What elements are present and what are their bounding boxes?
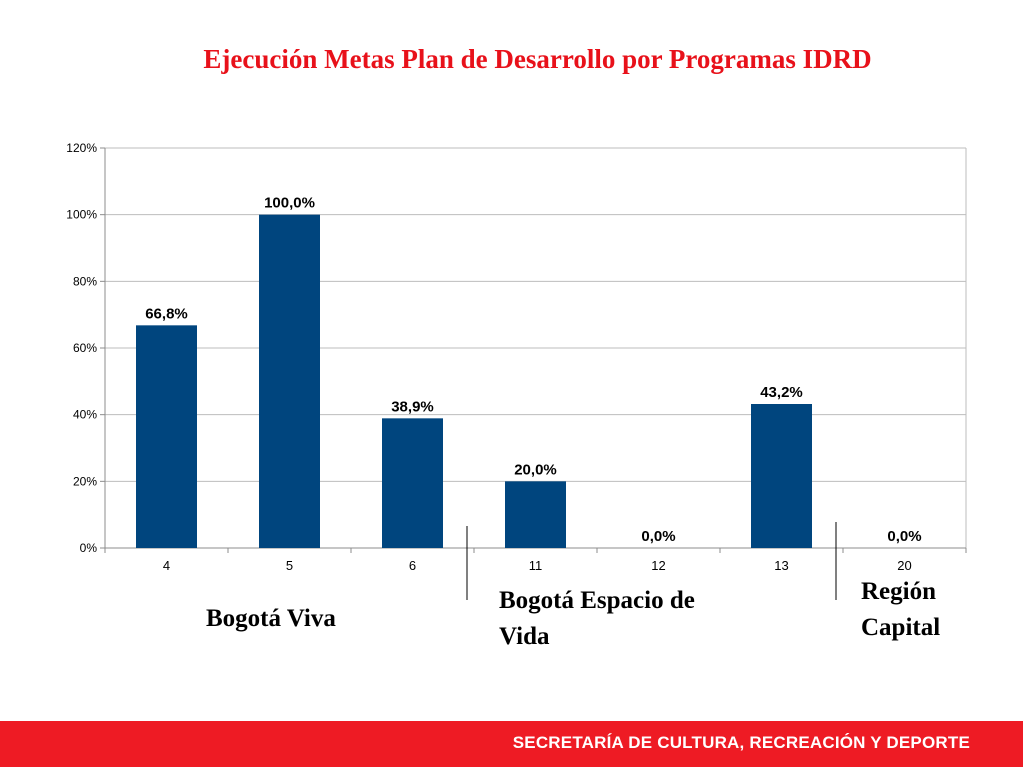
y-tick-label: 60% bbox=[73, 341, 97, 355]
y-tick-label: 80% bbox=[73, 274, 97, 288]
data-label-6: 38,9% bbox=[391, 398, 434, 415]
bar-chart: 0% 20% 40% 60% 80% 100% 120% 4 5 6 11 12 13 20 66,8% 1… bbox=[66, 141, 967, 600]
bar-11 bbox=[505, 481, 566, 548]
group-label-bogota-espacio-de-vida: Bogotá Espacio de Vida bbox=[499, 583, 695, 655]
x-tick-label-6: 6 bbox=[409, 558, 416, 573]
group-label-bogota-viva: Bogotá Viva bbox=[206, 605, 336, 632]
x-tick-label-20: 20 bbox=[897, 558, 911, 573]
gridlines bbox=[105, 147, 967, 548]
data-label-13: 43,2% bbox=[760, 384, 803, 401]
group-label-line: Bogotá Espacio de bbox=[499, 587, 695, 614]
x-tick-label-11: 11 bbox=[529, 558, 543, 573]
x-tick-label-13: 13 bbox=[774, 558, 788, 573]
group-dividers bbox=[466, 522, 837, 600]
group-label-line: Región bbox=[861, 578, 936, 605]
footer-text: SECRETARÍA DE CULTURA, RECREACIÓN Y DEPO… bbox=[512, 733, 970, 752]
group-label-line: Vida bbox=[499, 623, 550, 650]
footer-bar: SECRETARÍA DE CULTURA, RECREACIÓN Y DEPO… bbox=[0, 721, 1023, 767]
bar-13 bbox=[751, 404, 812, 548]
bar-5 bbox=[259, 214, 320, 548]
data-label-12: 0,0% bbox=[641, 528, 675, 545]
y-tick-label: 20% bbox=[73, 474, 97, 488]
bars bbox=[136, 214, 812, 548]
x-tick-label-4: 4 bbox=[163, 558, 170, 573]
x-tick-label-5: 5 bbox=[286, 558, 293, 573]
group-label-line: Capital bbox=[861, 614, 941, 641]
y-tick-label: 0% bbox=[80, 541, 98, 555]
y-tick-label: 100% bbox=[66, 208, 97, 222]
data-label-4: 66,8% bbox=[145, 305, 188, 322]
data-label-11: 20,0% bbox=[514, 461, 557, 478]
x-tick-label-12: 12 bbox=[651, 558, 665, 573]
data-labels: 66,8% 100,0% 38,9% 20,0% 0,0% 43,2% 0,0% bbox=[145, 195, 921, 545]
bar-4 bbox=[136, 325, 197, 548]
data-label-5: 100,0% bbox=[264, 195, 315, 212]
bar-6 bbox=[382, 418, 443, 548]
y-tick-label: 120% bbox=[66, 141, 97, 155]
y-tick-label: 40% bbox=[73, 408, 97, 422]
group-label-region-capital: Región Capital bbox=[861, 574, 940, 646]
chart-title: Ejecución Metas Plan de Desarrollo por P… bbox=[203, 44, 872, 74]
data-label-20: 0,0% bbox=[887, 528, 921, 545]
